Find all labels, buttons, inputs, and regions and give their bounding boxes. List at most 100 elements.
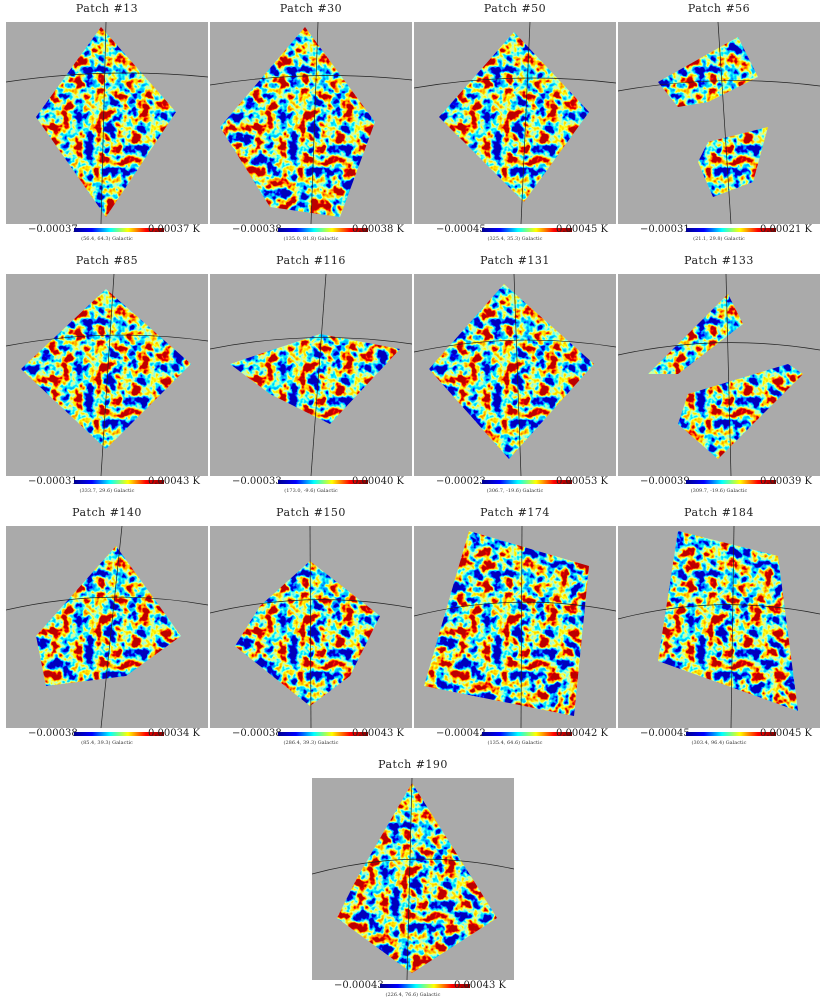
graticule-line: [5, 72, 209, 83]
colorbar-max: 0.00021 K: [759, 224, 812, 235]
colorbar-max: 0.00043 K: [147, 476, 200, 487]
colorbar-min: −0.00033: [232, 476, 282, 487]
patch-map-region: [658, 531, 798, 711]
panel-coordinates: (333.7, 29.6) Galactic: [79, 488, 135, 494]
panel-coordinates: (226.4, 76.6) Galactic: [385, 992, 441, 998]
colorbar-min: −0.00045: [436, 224, 486, 235]
panel-coordinates: (56.4, 64.3) Galactic: [81, 236, 133, 242]
panel-coordinates: (286.4, 39.3) Galactic: [283, 740, 339, 746]
colorbar-gradient: [278, 228, 368, 232]
patch-map-region: [21, 289, 191, 449]
graticule-line: [5, 334, 209, 347]
graticule-line: [5, 596, 209, 611]
patch-map-region: [678, 364, 803, 459]
patch-panel: Patch #184 −0.00045 0.00045 K (303.4, 96.…: [617, 504, 821, 754]
patch-panel: Patch #30 −0.00038 0.00038 K (135.0, 81.8…: [209, 0, 413, 250]
patch-map-region: [698, 127, 768, 197]
graticule-line: [413, 77, 617, 89]
graticule-line: [617, 342, 821, 356]
panel-coordinates: (135.4, 64.6) Galactic: [487, 740, 543, 746]
graticule-line: [520, 21, 531, 225]
colorbar-gradient: [482, 732, 572, 736]
colorbar-gradient: [380, 984, 470, 988]
graticule-line: [725, 273, 732, 477]
patch-panel: Patch #13 −0.00037 0.00037 K (56.4, 64.3)…: [5, 0, 209, 250]
graticule-line: [413, 339, 617, 353]
sky-map: [617, 273, 821, 477]
panel-title: Patch #131: [480, 254, 550, 267]
panel-title: Patch #140: [72, 506, 142, 519]
graticule-line: [730, 525, 735, 729]
panel-title: Patch #150: [276, 506, 346, 519]
colorbar: −0.00031 0.00043 K: [6, 476, 208, 488]
colorbar-min: −0.00023: [436, 476, 486, 487]
patch-panel: Patch #131 −0.00023 0.00053 K (306.7, -19…: [413, 252, 617, 502]
colorbar: −0.00033 0.00040 K: [210, 476, 412, 488]
colorbar-min: −0.00037: [28, 224, 78, 235]
colorbar-gradient: [482, 228, 572, 232]
patch-map-region: [36, 546, 181, 686]
panel-coordinates: (21.1, 29.8) Galactic: [693, 236, 745, 242]
patch-panel: Patch #116 −0.00033 0.00040 K (173.0, -9.…: [209, 252, 413, 502]
colorbar-max: 0.00034 K: [147, 728, 200, 739]
graticule-line: [513, 273, 522, 477]
panel-coordinates: (303.4, 96.4) Galactic: [691, 740, 747, 746]
patch-panel: Patch #140 −0.00038 0.00034 K (85.4, 39.3…: [5, 504, 209, 754]
patch-panel: Patch #190 −0.00043 0.00043 K (226.4, 76.…: [311, 756, 515, 1006]
patch-map-region: [648, 294, 743, 374]
graticule-line: [209, 75, 413, 86]
colorbar-gradient: [278, 480, 368, 484]
colorbar-min: −0.00039: [640, 476, 690, 487]
colorbar-gradient: [686, 228, 776, 232]
graticule-line: [520, 525, 523, 729]
colorbar-max: 0.00043 K: [453, 980, 506, 991]
colorbar: −0.00045 0.00045 K: [618, 728, 820, 740]
sky-map: [311, 777, 515, 981]
panel-coordinates: (173.0, -9.6) Galactic: [284, 488, 338, 494]
colorbar-max: 0.00037 K: [147, 224, 200, 235]
colorbar-gradient: [278, 732, 368, 736]
graticule-line: [209, 337, 413, 350]
sky-map: [413, 21, 617, 225]
graticule-line: [617, 80, 821, 92]
patch-panel: Patch #174 −0.00042 0.00042 K (135.4, 64.…: [413, 504, 617, 754]
patch-panel: Patch #150 −0.00038 0.00043 K (286.4, 39.…: [209, 504, 413, 754]
colorbar: −0.00045 0.00045 K: [414, 224, 616, 236]
colorbar-min: −0.00038: [232, 224, 282, 235]
colorbar-min: −0.00045: [640, 728, 690, 739]
panel-title: Patch #13: [75, 2, 139, 15]
colorbar-gradient: [686, 732, 776, 736]
patch-map-region: [36, 27, 176, 217]
patch-map-region: [220, 27, 375, 217]
sky-map: [209, 21, 413, 225]
panel-coordinates: (306.7, -19.6) Galactic: [486, 488, 544, 494]
colorbar-min: −0.00031: [28, 476, 78, 487]
graticule-line: [413, 601, 617, 617]
graticule-line: [310, 21, 319, 225]
patch-map-region: [424, 531, 589, 716]
colorbar-max: 0.00045 K: [555, 224, 608, 235]
colorbar: −0.00038 0.00043 K: [210, 728, 412, 740]
colorbar: −0.00039 0.00039 K: [618, 476, 820, 488]
graticule-line: [309, 525, 312, 729]
colorbar-max: 0.00042 K: [555, 728, 608, 739]
patch-panel: Patch #50 −0.00045 0.00045 K (325.4, 35.3…: [413, 0, 617, 250]
colorbar-max: 0.00040 K: [351, 476, 404, 487]
colorbar-min: −0.00038: [232, 728, 282, 739]
patch-map-region: [429, 284, 594, 459]
colorbar: −0.00043 0.00043 K: [312, 980, 514, 992]
panel-coordinates: (85.4, 39.3) Galactic: [81, 740, 133, 746]
sky-map: [5, 21, 209, 225]
colorbar: −0.00042 0.00042 K: [414, 728, 616, 740]
panel-coordinates: (309.7, -19.6) Galactic: [690, 488, 748, 494]
sky-map: [5, 273, 209, 477]
colorbar: −0.00038 0.00038 K: [210, 224, 412, 236]
panel-title: Patch #30: [279, 2, 343, 15]
graticule-line: [100, 525, 123, 729]
sky-map: [209, 273, 413, 477]
sky-map: [5, 525, 209, 729]
panel-title: Patch #184: [684, 506, 754, 519]
graticule-line: [100, 21, 107, 225]
colorbar-gradient: [74, 228, 164, 232]
patch-panel: Patch #56 −0.00031 0.00021 K (21.1, 29.8)…: [617, 0, 821, 250]
